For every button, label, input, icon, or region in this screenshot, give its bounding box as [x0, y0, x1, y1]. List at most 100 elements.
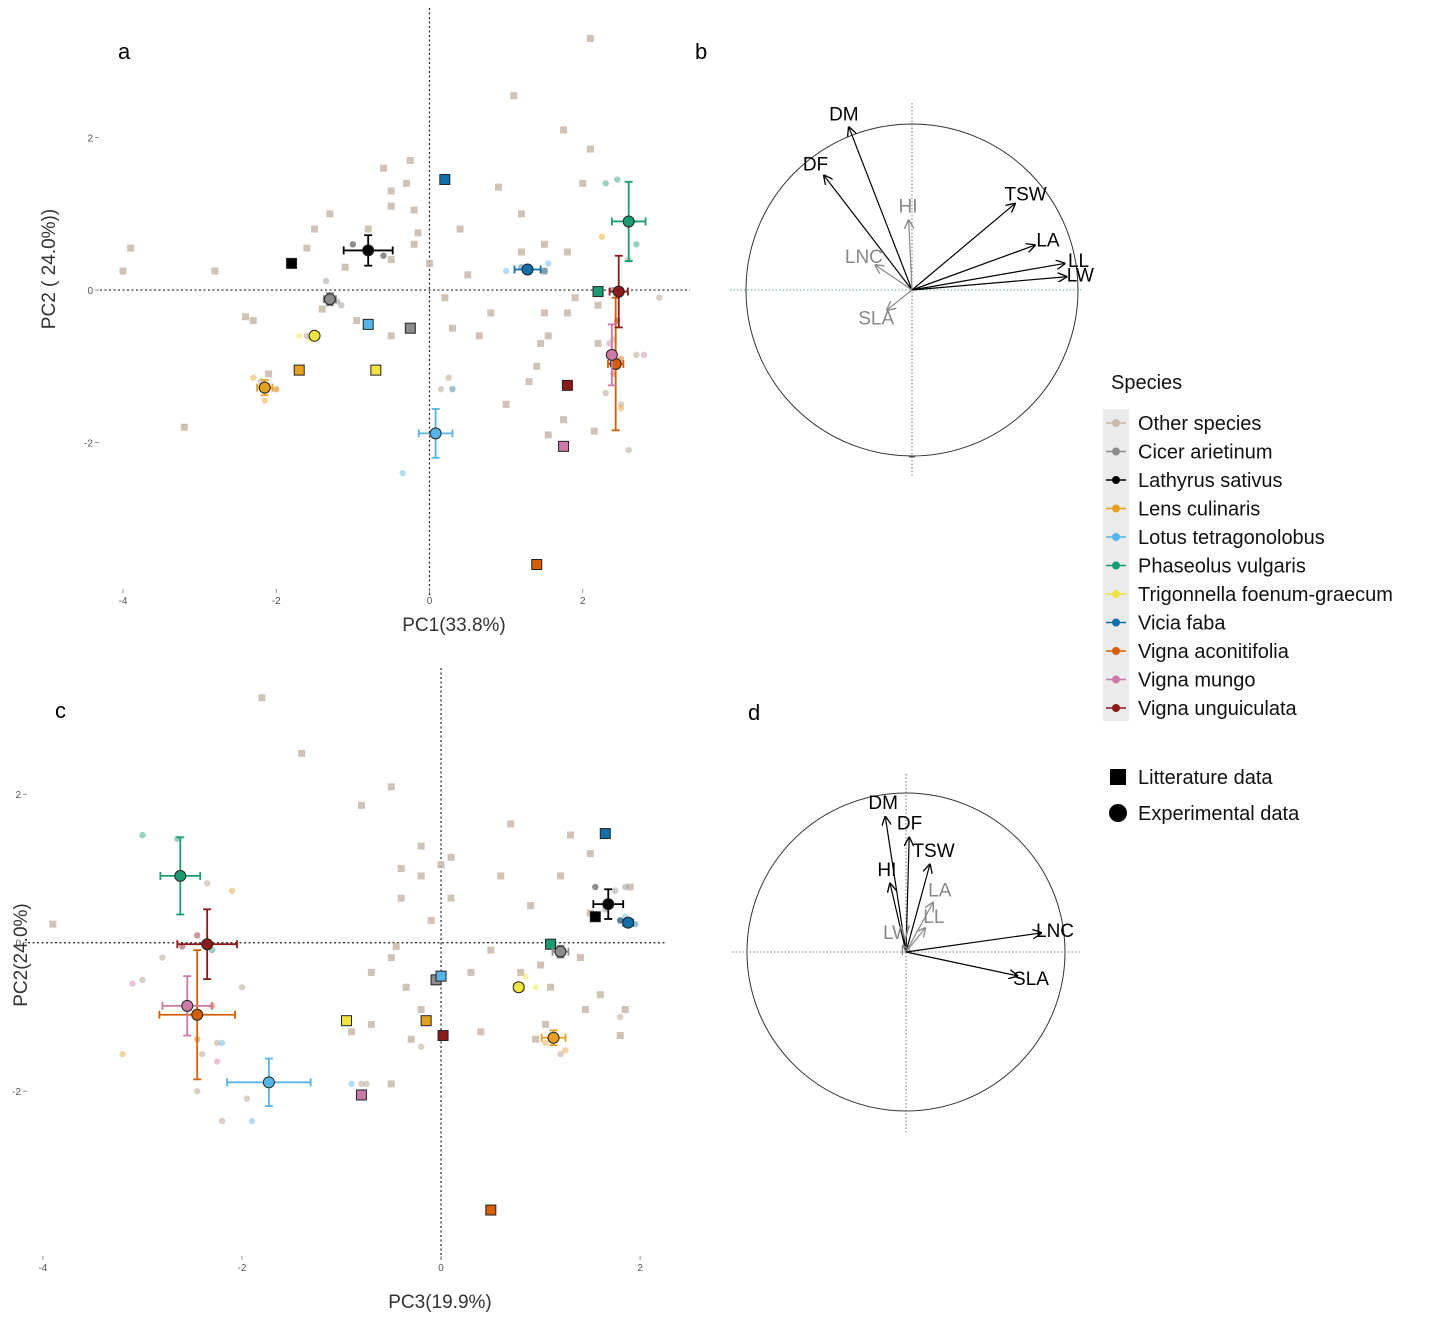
other-literature-point — [417, 872, 425, 880]
loading-label-tsw: TSW — [1005, 185, 1047, 206]
raw-point-lens-culinaris — [250, 374, 257, 381]
raw-point-lens-culinaris — [542, 1039, 549, 1047]
legend-key-dot-vigna-unguiculata — [1112, 704, 1120, 712]
other-literature-point — [540, 309, 548, 317]
raw-point-lens-culinaris — [562, 1047, 569, 1054]
loading-label-ll: LL — [923, 907, 944, 928]
literature-point-lotus-tetragonolobus — [435, 970, 447, 982]
raw-point-phaseolus-vulgaris — [139, 831, 146, 839]
other-experimental-point — [198, 1050, 206, 1058]
other-literature-point — [616, 1032, 624, 1040]
other-literature-point — [621, 1006, 629, 1014]
experimental-mean-vigna-mungo — [605, 348, 618, 361]
other-literature-point — [586, 145, 594, 153]
other-literature-point — [448, 324, 456, 332]
raw-point-vicia-faba — [541, 267, 548, 275]
loading-label-lw: LW — [1067, 266, 1094, 287]
other-literature-point — [417, 1006, 425, 1014]
loading-arrow-lw — [903, 946, 906, 952]
experimental-mean-vigna-unguiculata — [612, 285, 625, 298]
other-literature-point — [357, 801, 365, 809]
other-literature-point — [540, 240, 548, 248]
literature-point-phaseolus-vulgaris — [545, 938, 557, 950]
legend-shape-square — [1110, 769, 1126, 785]
other-literature-point — [258, 694, 266, 702]
experimental-mean-lotus-tetragonolobus — [262, 1076, 275, 1089]
other-literature-point — [407, 1035, 415, 1043]
other-literature-point — [414, 229, 422, 237]
legend-label-phaseolus-vulgaris: Phaseolus vulgaris — [1138, 556, 1306, 578]
other-literature-point — [367, 968, 375, 976]
other-literature-point — [477, 1028, 485, 1036]
other-literature-point — [298, 749, 306, 757]
loading-label-df: DF — [803, 154, 828, 175]
panel-a-xtick: 0 — [427, 596, 433, 607]
panel-c-ytick: 0 — [15, 939, 21, 950]
loading-arrow-hi — [890, 884, 907, 953]
other-experimental-point — [417, 1043, 425, 1050]
other-literature-point — [563, 309, 571, 317]
other-literature-point — [249, 317, 257, 325]
other-literature-point — [406, 156, 414, 164]
other-experimental-point — [617, 401, 625, 408]
other-literature-point — [364, 225, 372, 233]
raw-point-cicer-arietinum — [621, 883, 629, 891]
experimental-mean-vigna-aconitifolia — [191, 1008, 204, 1021]
loading-arrow-tsw — [905, 865, 930, 953]
other-literature-point — [49, 920, 57, 928]
raw-point-cicer-arietinum — [338, 302, 345, 309]
other-experimental-point — [557, 1050, 564, 1058]
raw-point-trigonnella-foenum-graecum — [296, 332, 303, 340]
other-literature-point — [326, 210, 334, 218]
other-literature-point — [397, 894, 405, 902]
literature-point-vicia-faba — [439, 174, 451, 186]
other-literature-point — [517, 968, 525, 976]
loading-label-hi: HI — [877, 860, 896, 881]
other-literature-point — [347, 1028, 355, 1036]
other-literature-point — [387, 202, 395, 210]
panel-c-xtick: 0 — [438, 1263, 444, 1274]
experimental-mean-vicia-faba — [521, 263, 534, 276]
other-literature-point — [387, 187, 395, 195]
raw-point-lotus-tetragonolobus — [348, 1080, 355, 1088]
other-literature-point — [581, 1006, 589, 1014]
other-experimental-point — [625, 446, 632, 454]
other-literature-point — [387, 954, 395, 962]
panel-label-a: a — [118, 39, 131, 64]
other-literature-point — [410, 240, 418, 248]
experimental-mean-vicia-faba — [622, 916, 635, 929]
other-literature-point — [475, 332, 483, 340]
other-literature-point — [180, 423, 188, 431]
experimental-mean-lathyrus-sativus — [362, 244, 375, 257]
raw-point-vigna-mungo — [129, 980, 136, 987]
other-literature-point — [563, 248, 571, 256]
other-literature-point — [540, 267, 548, 275]
other-literature-point — [464, 271, 472, 279]
experimental-mean-trigonnella-foenum-graecum — [512, 981, 525, 994]
legend-shape-entries: Litterature data Experimental data — [1109, 767, 1300, 825]
other-literature-point — [467, 968, 475, 976]
loading-label-sla: SLA — [1013, 969, 1049, 990]
other-literature-point — [579, 179, 587, 187]
raw-point-cicer-arietinum — [322, 277, 330, 285]
other-literature-point — [392, 942, 400, 950]
loading-label-la: LA — [928, 880, 952, 901]
raw-point-vigna-mungo — [213, 1058, 221, 1065]
panel-c-ytick: 2 — [15, 790, 21, 801]
panel-c-xtick: 2 — [637, 1263, 643, 1274]
literature-point-lens-culinaris — [293, 364, 305, 376]
other-literature-point — [596, 991, 604, 999]
legend-key-dot-lotus-tetragonolobus — [1112, 533, 1120, 541]
raw-point-lotus-tetragonolobus — [248, 1117, 256, 1125]
literature-point-lathyrus-sativus — [286, 257, 298, 269]
panel-label-b: b — [695, 39, 707, 64]
other-literature-point — [447, 853, 455, 861]
literature-point-vigna-mungo — [355, 1089, 367, 1101]
loading-arrow-lnc — [875, 265, 913, 291]
other-experimental-point — [218, 1117, 226, 1125]
loading-label-hi: HI — [899, 196, 918, 217]
raw-point-lens-culinaris — [598, 233, 606, 240]
raw-point-lens-culinaris — [228, 887, 236, 894]
